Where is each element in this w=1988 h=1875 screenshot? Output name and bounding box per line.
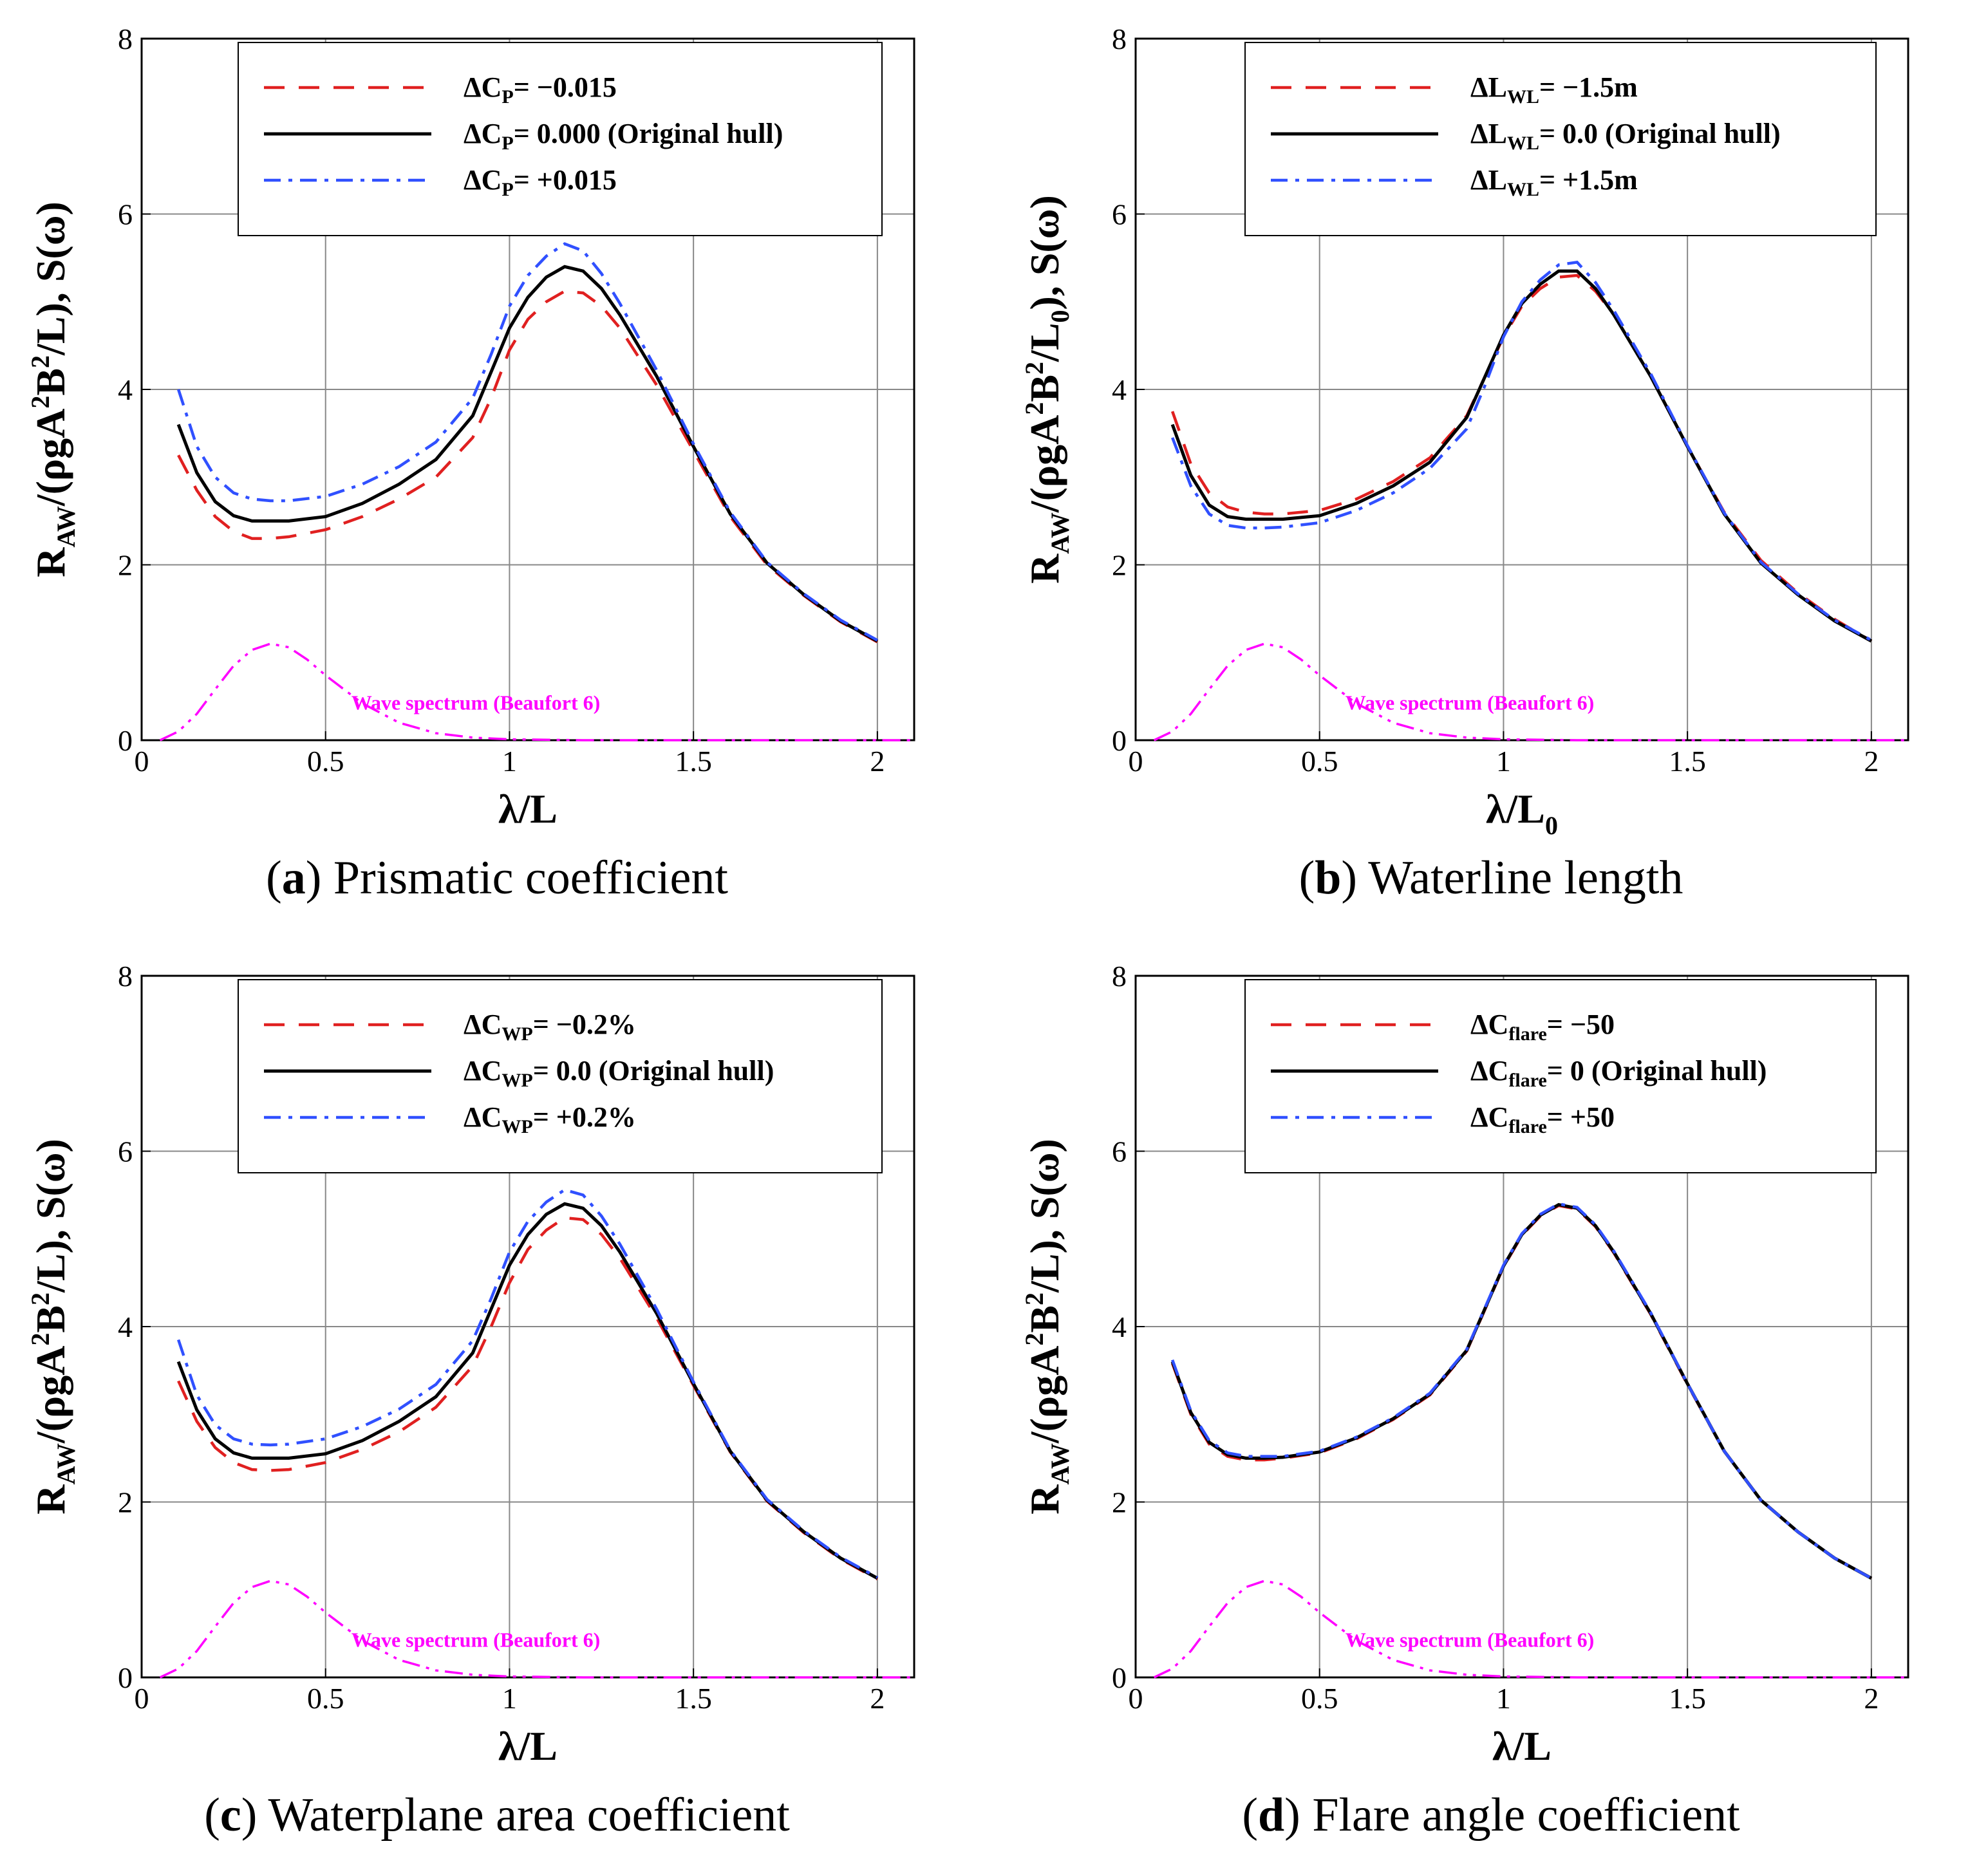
spectrum-label: Wave spectrum (Beaufort 6): [352, 1628, 601, 1651]
y-tick-label: 8: [118, 23, 133, 55]
spectrum-label: Wave spectrum (Beaufort 6): [1346, 1628, 1595, 1651]
x-axis-title: λ/L: [498, 1723, 558, 1769]
x-axis-title: λ/L0: [1486, 786, 1558, 840]
series-line-plus: [1170, 261, 1872, 642]
y-tick-label: 4: [1112, 1311, 1127, 1343]
spectrum-line: [1153, 1580, 1908, 1679]
series-line-minus: [1170, 1204, 1872, 1580]
legend-label: ΔCWP= 0.0 (Original hull): [464, 1055, 774, 1091]
legend-label: ΔCP= −0.015: [464, 71, 617, 107]
x-tick-label: 2: [870, 1682, 885, 1715]
legend-box: [1244, 979, 1877, 1173]
chart-b: 0 0.5 1 1.5 2 0 2 4 6 8 λ/L0 RAW/(ρgA2B2/L0), S(ω) W…: [1020, 23, 1909, 840]
y-axis-title: RAW/(ρgA2B2/L), S(ω): [26, 1139, 80, 1515]
y-axis-title: RAW/(ρgA2B2/L), S(ω): [1020, 1139, 1074, 1515]
y-tick-label: 8: [1112, 23, 1127, 55]
x-tick-label: 0.5: [1301, 1682, 1338, 1715]
y-tick-label: 4: [118, 373, 133, 406]
y-tick-label: 2: [118, 1486, 133, 1519]
x-tick-label: 0: [1129, 1682, 1143, 1715]
chart-panel-d: 0 0.5 1 1.5 2 0 2 4 6 8 λ/L RAW/(ρgA2B2/L), S(ω) Wav…: [994, 937, 1988, 1874]
spectrum-label: Wave spectrum (Beaufort 6): [1346, 691, 1595, 714]
chart-panel-b: 0 0.5 1 1.5 2 0 2 4 6 8 λ/L0 RAW/(ρgA2B2/L0), S(ω) W…: [994, 0, 1988, 937]
series-line-plus: [1170, 1202, 1872, 1580]
series-line-original: [1170, 1202, 1873, 1580]
y-tick-label: 2: [1112, 1486, 1127, 1519]
legend-label: ΔCP= 0.000 (Original hull): [464, 118, 783, 154]
x-tick-label: 0: [135, 745, 149, 778]
y-tick-label: 6: [1112, 1135, 1127, 1168]
spectrum-line: [1153, 642, 1908, 742]
chart-panel-c: 0 0.5 1 1.5 2 0 2 4 6 8 λ/L RAW/(ρgA2B2/L), S(ω) Wav…: [0, 937, 994, 1874]
x-tick-label: 0: [1129, 745, 1143, 778]
chart-c: 0 0.5 1 1.5 2 0 2 4 6 8 λ/L RAW/(ρgA2B2/L), S(ω) Wav…: [26, 960, 915, 1769]
x-tick-label: 0.5: [307, 1682, 344, 1715]
legend-label: ΔCWP= −0.2%: [464, 1009, 636, 1045]
y-tick-label: 2: [118, 549, 133, 582]
y-tick-label: 8: [1112, 960, 1127, 993]
x-tick-label: 1.5: [1669, 745, 1706, 778]
series-line-original: [1170, 269, 1873, 643]
x-tick-label: 1: [1496, 1682, 1511, 1715]
series-line-minus: [1170, 274, 1873, 642]
spectrum-label: Wave spectrum (Beaufort 6): [352, 691, 601, 714]
legend-label: ΔLWL= 0.0 (Original hull): [1470, 118, 1781, 154]
x-tick-label: 2: [870, 745, 885, 778]
x-axis-title: λ/L: [1492, 1723, 1552, 1769]
legend-label: ΔCflare= 0 (Original hull): [1470, 1055, 1767, 1091]
y-tick-label: 0: [118, 724, 133, 757]
spectrum-line: [159, 1580, 914, 1679]
legend-label: ΔCflare= −50: [1470, 1009, 1615, 1045]
chart-panel-a: 0 0.5 1 1.5 2 0 2 4 6 8 λ/L RAW/(ρgA2B2/L), S(ω) Wav…: [0, 0, 994, 937]
series-line-plus: [176, 242, 878, 642]
x-tick-label: 1: [1496, 745, 1511, 778]
chart-a: 0 0.5 1 1.5 2 0 2 4 6 8 λ/L RAW/(ρgA2B2/L), S(ω) Wav…: [26, 23, 915, 832]
spectrum-line: [159, 642, 914, 742]
y-tick-label: 2: [1112, 549, 1127, 582]
y-tick-label: 4: [118, 1311, 133, 1343]
y-axis-title: RAW/(ρgA2B2/L0), S(ω): [1020, 195, 1074, 584]
x-tick-label: 2: [1864, 1682, 1879, 1715]
x-axis-title: λ/L: [498, 786, 558, 832]
x-tick-label: 2: [1864, 745, 1879, 778]
legend-label: ΔCflare= +50: [1470, 1101, 1615, 1137]
x-tick-label: 1: [502, 745, 517, 778]
series-line-minus: [177, 290, 878, 644]
x-tick-label: 1: [502, 1682, 517, 1715]
x-tick-label: 1.5: [675, 745, 712, 778]
y-tick-label: 0: [1112, 1661, 1127, 1694]
caption-c: (c) Waterplane area coefficient: [204, 1789, 790, 1842]
legend-label: ΔCWP= +0.2%: [464, 1101, 636, 1137]
chart-d: 0 0.5 1 1.5 2 0 2 4 6 8 λ/L RAW/(ρgA2B2/L), S(ω) Wav…: [1020, 960, 1909, 1769]
legend-box: [1244, 42, 1877, 236]
x-tick-label: 1.5: [1669, 1682, 1706, 1715]
y-tick-label: 4: [1112, 373, 1127, 406]
caption-b: (b) Waterline length: [1299, 852, 1683, 904]
legend-label: ΔCP= +0.015: [464, 164, 617, 200]
legend-label: ΔLWL= +1.5m: [1470, 164, 1638, 200]
caption-a: (a) Prismatic coefficient: [266, 852, 728, 904]
y-axis-title: RAW/(ρgA2B2/L), S(ω): [26, 201, 80, 577]
x-tick-label: 1.5: [675, 1682, 712, 1715]
legend-label: ΔLWL= −1.5m: [1470, 71, 1638, 107]
y-tick-label: 6: [118, 198, 133, 231]
y-tick-label: 0: [1112, 724, 1127, 757]
y-tick-label: 8: [118, 960, 133, 993]
series-line-original: [176, 1202, 879, 1580]
y-tick-label: 0: [118, 1661, 133, 1694]
x-tick-label: 0.5: [307, 745, 344, 778]
series-line-minus: [177, 1216, 878, 1581]
y-tick-label: 6: [1112, 198, 1127, 231]
legend-box: [238, 42, 883, 236]
x-tick-label: 0.5: [1301, 745, 1338, 778]
y-tick-label: 6: [118, 1135, 133, 1168]
series-line-original: [176, 265, 879, 643]
x-tick-label: 0: [135, 1682, 149, 1715]
caption-d: (d) Flare angle coefficient: [1242, 1789, 1740, 1842]
legend-box: [238, 979, 883, 1173]
